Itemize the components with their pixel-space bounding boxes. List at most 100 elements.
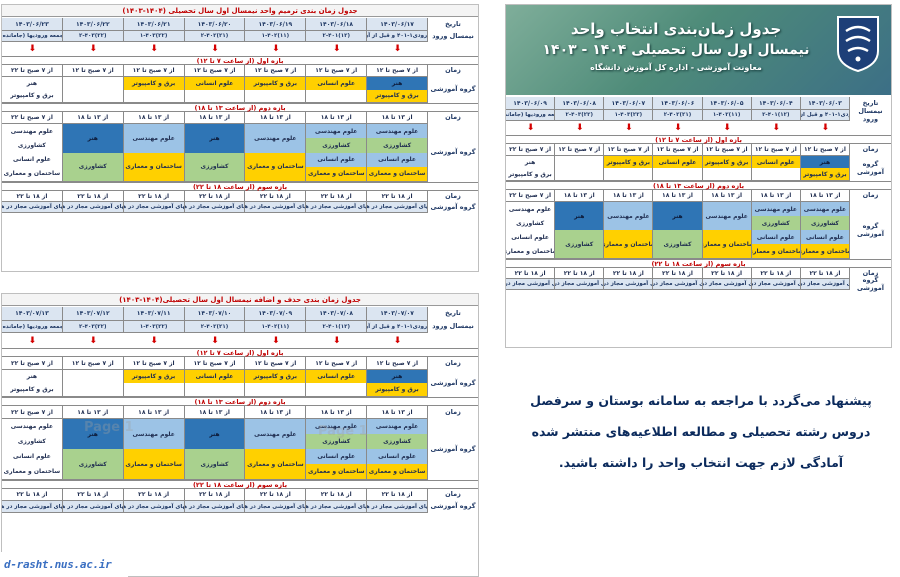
group-name: علوم انسانی xyxy=(184,370,245,383)
cell-text: ۱۴۰۳/۰۷/۰۷ xyxy=(380,310,414,317)
cell-text: گروههای آموزشی مجاز در هر روز xyxy=(185,503,245,510)
cell-text: گروههای آموزشی مجاز در هر روز xyxy=(506,281,554,287)
time-cell: از ۱۳ تا ۱۸ xyxy=(184,406,246,419)
cell-text: از ۱۸ تا ۲۲ xyxy=(16,192,48,200)
time-band-label: بازه دوم (از ساعت ۱۳ تا ۱۸) xyxy=(2,397,478,406)
cell-text: (۱۲)۲-۴۰۱ xyxy=(322,33,350,39)
date-cell: ۱۴۰۳/۰۶/۱۸ xyxy=(306,18,368,31)
down-arrow-icon: ⬇ xyxy=(800,121,850,135)
group-name: علوم انسانی xyxy=(306,77,367,90)
date-cell: ۱۴۰۳/۰۷/۱۳ xyxy=(2,307,63,321)
cell-text: ۱۴۰۳/۰۷/۰۸ xyxy=(319,310,354,317)
group-row: گروه آموزشی علوم مهندسی کشاورزی علوم انسانی… xyxy=(506,202,891,259)
group-name: علوم مهندسی xyxy=(306,124,367,139)
group-name: کشاورزی xyxy=(653,230,702,258)
cell-text: جمعه ورودیها (جامانده) xyxy=(506,112,555,118)
group-name xyxy=(653,168,702,180)
cell-text: از ۱۸ تا ۲۲ xyxy=(381,491,413,498)
group-name: برق و کامپیوتر xyxy=(800,168,849,180)
cell-text: از ۱۸ تا ۲۲ xyxy=(760,269,792,277)
down-arrow-icon: ⬇ xyxy=(184,42,246,56)
time-cell: از ۱۳ تا ۱۸ xyxy=(62,406,124,419)
group-name: ساختمان و معماری xyxy=(367,464,427,479)
schedule-panel-top-left: جدول زمان بندی ترمیم واحد نیمسال اول سال… xyxy=(1,4,479,272)
date-cell: ۱۴۰۳/۰۶/۲۰ xyxy=(184,18,246,31)
entry-cell: جمعه ورودیها (جامانده) xyxy=(2,31,63,42)
cell-text: ۱۴۰۳/۰۶/۱۸ xyxy=(319,20,354,28)
cell-text: گروههای آموزشی مجاز در هر روز xyxy=(245,503,305,510)
schedule-panel-right: جدول زمان‌بندی انتخاب واحد نیمسال اول سا… xyxy=(505,4,892,348)
entry-cell: ورودی۱-۴۰۱ و قبل از آن xyxy=(800,110,850,121)
time-cell: از ۱۸ تا ۲۲ xyxy=(604,268,654,279)
row-label: گروه آموزشی xyxy=(430,148,476,157)
time-cell: از ۱۳ تا ۱۸ xyxy=(306,112,368,124)
time-cell: از ۱۳ تا ۱۸ xyxy=(751,190,801,202)
cell-text: گروههای آموزشی مجاز در هر روز xyxy=(306,204,366,210)
group-cell: هنر کشاورزی xyxy=(184,419,246,480)
group-name: ساختمان و معماری xyxy=(604,230,653,258)
cell-text: از ۷ صبح تا ۲۲ xyxy=(509,146,552,153)
group-name: برق و کامپیوتر xyxy=(2,89,62,102)
time-cell: از ۷ صبح تا ۱۲ xyxy=(184,357,246,370)
group-cell: هنر کشاورزی xyxy=(62,419,124,480)
cell-text: از ۷ صبح تا ۱۲ xyxy=(71,359,114,367)
entry-cell: (۱۲)۲-۴۰۱ xyxy=(306,31,368,42)
cell-text: ⬇ xyxy=(211,44,219,54)
page-ghost-label: Page 1 xyxy=(84,420,134,435)
panel-title: جدول زمان بندی حذف و اضافه نیمسال اول سا… xyxy=(2,294,478,306)
group-name xyxy=(306,89,367,102)
group-cell: برق و کامپیوتر xyxy=(245,370,307,397)
group-name: برق و کامپیوتر xyxy=(123,77,184,90)
group-name: هنر xyxy=(62,124,123,153)
cell-text: از ۱۸ تا ۲۲ xyxy=(711,269,743,277)
cell-text: ⬇ xyxy=(332,44,341,54)
time-cell: از ۷ صبح تا ۱۲ xyxy=(62,65,124,77)
group-name: علوم مهندسی xyxy=(306,419,367,434)
cell-text: ⬇ xyxy=(89,44,98,54)
group-name: علوم مهندسی xyxy=(702,202,751,230)
time-cell: از ۱۳ تا ۱۸ xyxy=(62,112,124,124)
schedule-grid: تاریخ ۱۴۰۳/۰۷/۰۷ ۱۴۰۳/۰۷/۰۸ ۱۴۰۳/۰۷/۰۹ ۱۴۰۳/… xyxy=(2,307,478,576)
time-row: زمان از ۷ صبح تا ۱۲ از ۷ صبح تا ۱۲ از ۷ صبح… xyxy=(506,144,891,156)
group-name: هنر xyxy=(506,156,555,168)
group-name: کشاورزی xyxy=(506,216,555,230)
group-name: کشاورزی xyxy=(306,138,367,153)
panel-heading: جدول زمان‌بندی انتخاب واحد نیمسال اول سا… xyxy=(526,19,826,74)
cell-text: ⬇ xyxy=(89,335,98,346)
group-name: کشاورزی xyxy=(2,138,62,153)
cell-text: ⬇ xyxy=(28,44,37,54)
schedule-panel-bottom-left: جدول زمان بندی حذف و اضافه نیمسال اول سا… xyxy=(1,293,479,577)
time-cell: از ۷ صبح تا ۱۲ xyxy=(245,65,307,77)
cell-text: جمعه ورودیها (جامانده) xyxy=(1,33,62,39)
cell-text: از ۱۳ تا ۱۸ xyxy=(612,192,644,199)
cell-text: از ۷ صبح تا ۱۲ xyxy=(607,146,650,153)
cell-text: از ۱۸ تا ۲۲ xyxy=(77,491,109,498)
cell-text: ⬇ xyxy=(674,123,682,133)
down-arrow-icon: ⬇ xyxy=(123,42,185,56)
cell-text: گروههای آموزشی مجاز در هر روز xyxy=(63,503,123,510)
cell-text: از ۱۸ تا ۲۲ xyxy=(320,491,352,498)
cell-text: از ۱۳ تا ۱۸ xyxy=(138,114,170,121)
arrow-row: ⬇ ⬇ ⬇ ⬇ ⬇ ⬇ ⬇ xyxy=(2,333,478,348)
group-cell xyxy=(555,156,605,181)
entry-cell: (۲۲)۲-۴۰۳ xyxy=(555,110,605,121)
cell-text: ⬇ xyxy=(575,123,584,133)
cell-text: از ۱۳ تا ۱۸ xyxy=(381,114,413,121)
time-cell: از ۱۳ تا ۱۸ xyxy=(653,190,703,202)
row-label: نیمسال ورود xyxy=(432,31,474,40)
cell-text: از ۷ صبح تا ۱۲ xyxy=(71,67,114,74)
time-cell: از ۱۸ تا ۲۲ xyxy=(184,489,246,501)
group-name: علوم انسانی xyxy=(367,449,427,464)
group-cell: برق و کامپیوتر xyxy=(604,156,654,181)
group-name: علوم انسانی xyxy=(800,230,849,244)
cell-text: ۱۴۰۳/۰۶/۱۹ xyxy=(258,20,293,28)
group-name: ساختمان و معماری xyxy=(306,464,367,479)
group-name: هنر xyxy=(184,124,245,153)
date-cell: ۱۴۰۳/۰۶/۱۹ xyxy=(245,18,307,31)
